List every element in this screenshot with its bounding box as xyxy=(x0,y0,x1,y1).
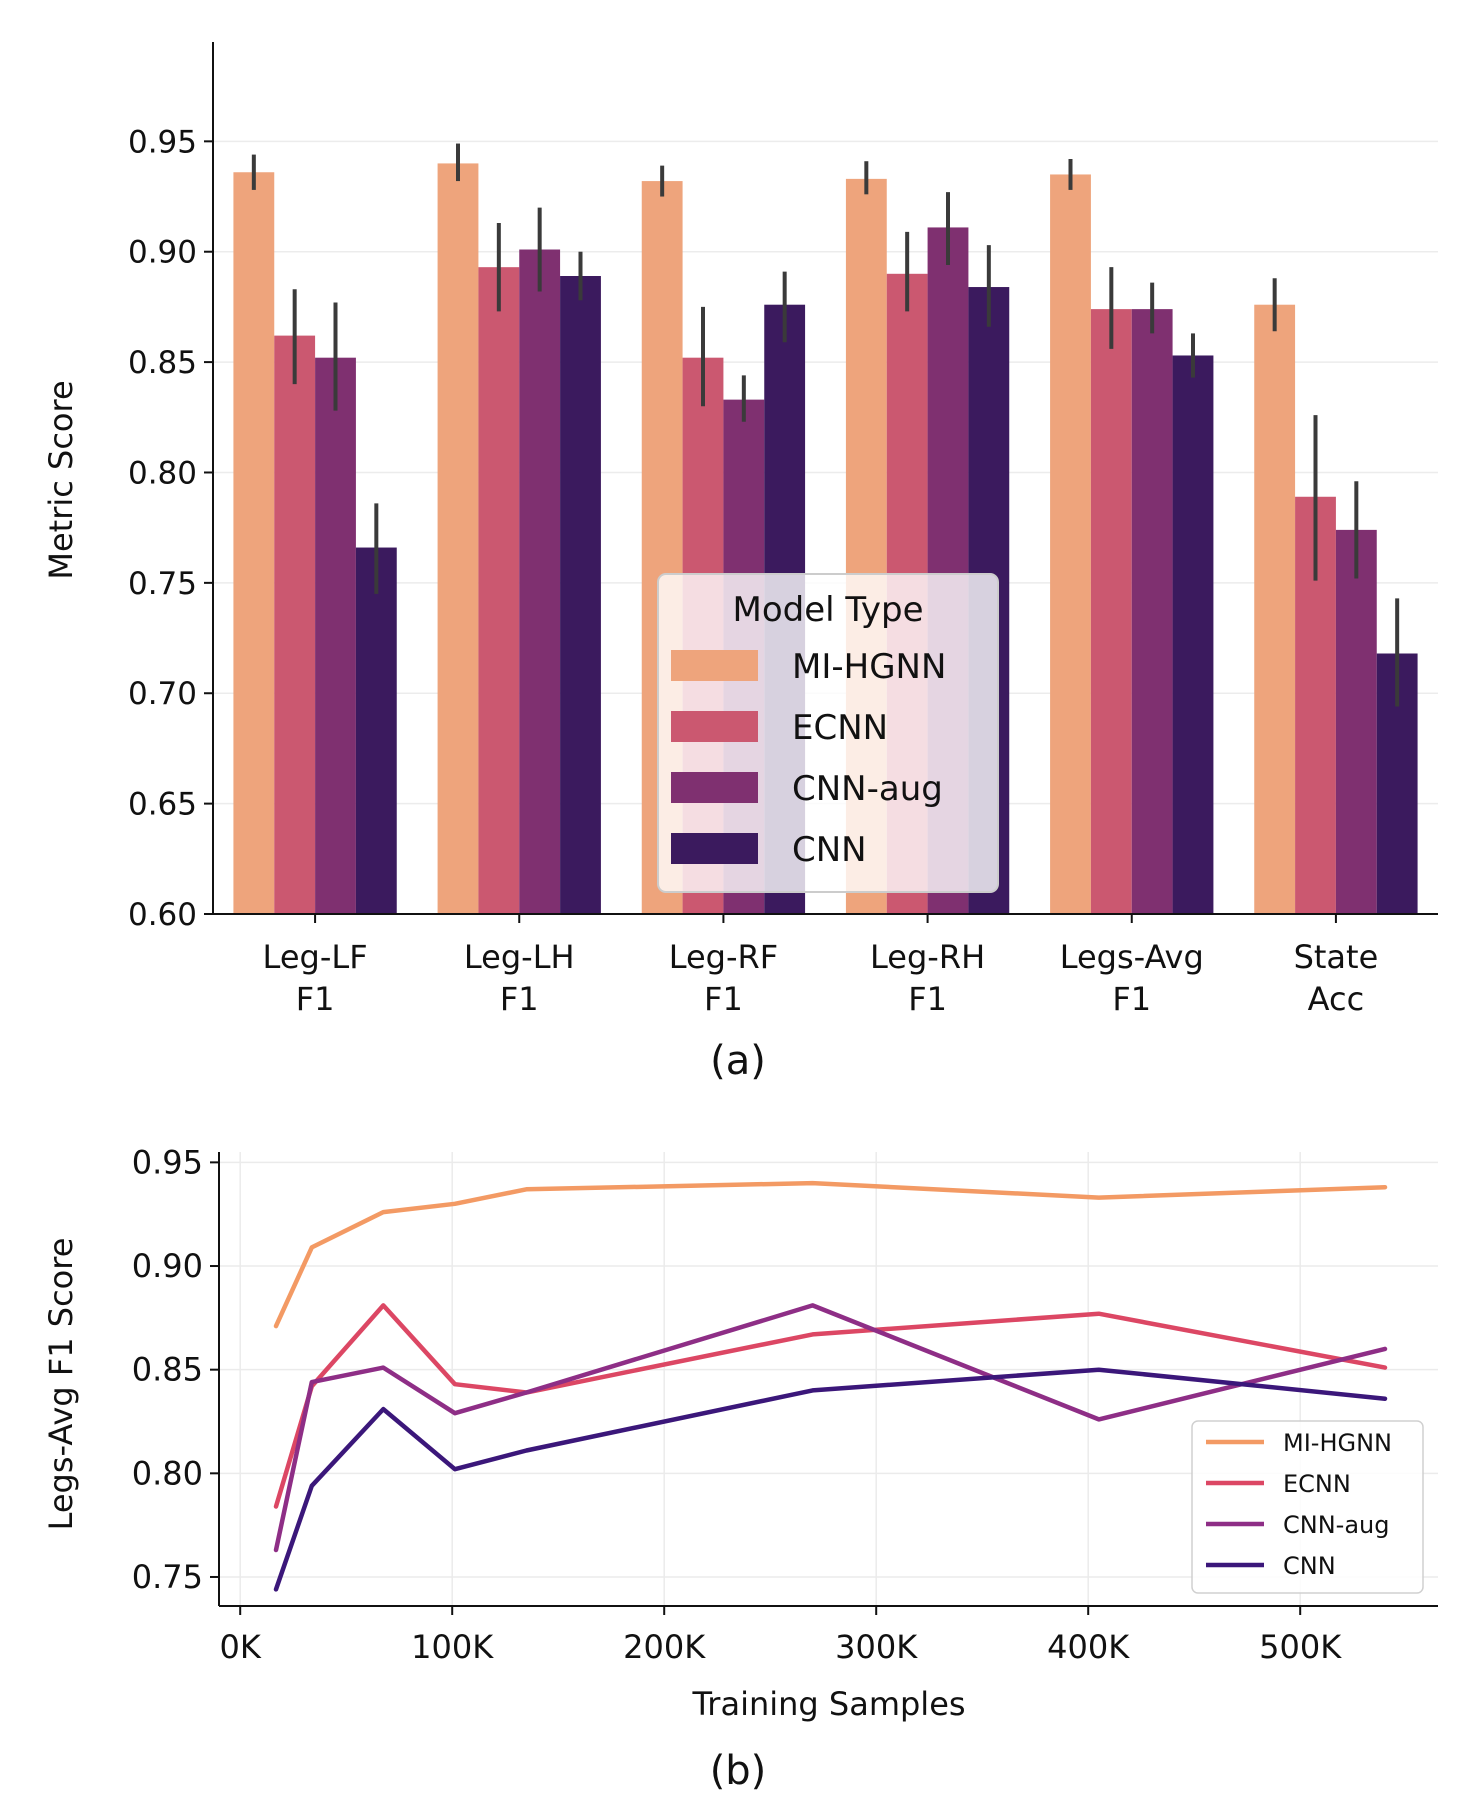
x-tick-label: 300K xyxy=(835,1628,918,1666)
y-tick-label: 0.85 xyxy=(132,1351,203,1389)
x-tick-label: F1 xyxy=(704,980,743,1018)
x-tick-label: 100K xyxy=(411,1628,494,1666)
legend: Model Type MI-HGNN ECNN CNN-aug CNN xyxy=(657,573,999,893)
x-tick-label: F1 xyxy=(1112,980,1151,1018)
x-tick-label: Leg-LF xyxy=(263,938,368,976)
axes xyxy=(204,42,1438,923)
bar-cnn-aug xyxy=(1131,309,1173,914)
y-tick-label: 0.80 xyxy=(132,1454,203,1492)
series-line-cnn-aug xyxy=(273,1303,1388,1553)
bar-cnn-aug xyxy=(519,249,561,915)
error-bars xyxy=(251,143,1400,707)
legend-swatch xyxy=(671,650,758,681)
x-tick-label: Acc xyxy=(1308,980,1365,1018)
x-tick-label: F1 xyxy=(296,980,335,1018)
x-tick-label: F1 xyxy=(500,980,539,1018)
x-tick-label: Leg-RH xyxy=(870,938,985,976)
legend-label: ECNN xyxy=(1283,1470,1351,1498)
legend-label: MI-HGNN xyxy=(792,647,946,687)
y-tick-label: 0.75 xyxy=(132,1558,203,1596)
series-line-ecnn xyxy=(273,1303,1388,1509)
bar-ecnn xyxy=(478,267,520,914)
bar-ecnn xyxy=(1090,309,1132,914)
legend-label: MI-HGNN xyxy=(1283,1429,1392,1457)
x-tick-label: State xyxy=(1294,938,1379,976)
y-axis-label: Legs-Avg F1 Score xyxy=(42,1238,80,1531)
bar-mi-hgnn xyxy=(1254,304,1296,914)
legend: MI-HGNN ECNN CNN-aug CNN xyxy=(1191,1420,1424,1594)
caption-a: (a) xyxy=(710,1038,766,1084)
bar-cnn-aug xyxy=(315,357,356,915)
bar-mi-hgnn xyxy=(233,172,275,914)
legend-label: CNN xyxy=(1283,1552,1336,1580)
bar-cnn xyxy=(560,276,601,914)
caption-b: (b) xyxy=(709,1748,767,1794)
bar-ecnn xyxy=(274,335,316,915)
legend-label: CNN xyxy=(792,830,867,870)
legend-label: CNN-aug xyxy=(792,769,943,809)
y-tick-label: 0.85 xyxy=(128,345,197,381)
y-tick-label: 0.70 xyxy=(128,676,197,712)
y-tick-labels: 0.60 0.65 0.70 0.75 0.80 0.85 0.90 0.95 xyxy=(128,124,197,933)
y-tick-label: 0.75 xyxy=(128,566,197,602)
x-tick-label: 200K xyxy=(623,1628,706,1666)
x-tick-label: F1 xyxy=(908,980,947,1018)
legend-swatch xyxy=(671,711,758,742)
y-axis-label: Metric Score xyxy=(42,380,80,579)
x-tick-label: Leg-LH xyxy=(464,938,575,976)
y-tick-label: 0.95 xyxy=(128,124,197,160)
x-tick-labels: 0K 100K 200K 300K 400K 500K xyxy=(220,1628,1343,1666)
legend-box xyxy=(1191,1420,1424,1594)
x-tick-label: Leg-RF xyxy=(669,938,778,976)
x-tick-label: 500K xyxy=(1259,1628,1342,1666)
line-chart-panel-b: 0.75 0.80 0.85 0.90 0.95 0K 100K 200K 300K 400K 5… xyxy=(42,1143,1438,1723)
x-tick-label: Legs-Avg xyxy=(1060,938,1204,976)
bar-cnn xyxy=(355,547,397,914)
y-tick-label: 0.65 xyxy=(128,787,197,823)
y-tick-label: 0.90 xyxy=(128,235,197,271)
axes xyxy=(210,1152,1438,1615)
legend-label: CNN-aug xyxy=(1283,1511,1389,1539)
bar-cnn xyxy=(1172,355,1214,914)
x-tick-labels: Leg-LF F1 Leg-LH F1 Leg-RF F1 Leg-RH F1 Legs-Avg… xyxy=(263,938,1379,1018)
y-tick-labels: 0.75 0.80 0.85 0.90 0.95 xyxy=(132,1143,203,1596)
y-tick-label: 0.90 xyxy=(132,1247,203,1285)
y-tick-label: 0.95 xyxy=(132,1143,203,1181)
bar-mi-hgnn xyxy=(1050,174,1091,915)
line-series xyxy=(273,1180,1388,1592)
y-tick-label: 0.80 xyxy=(128,455,197,491)
x-axis-label: Training Samples xyxy=(691,1685,965,1723)
legend-title: Model Type xyxy=(733,590,924,630)
bar-chart-panel-a: 0.60 0.65 0.70 0.75 0.80 0.85 0.90 0.95 Leg-LF F… xyxy=(42,42,1438,1018)
x-tick-label: 400K xyxy=(1047,1628,1130,1666)
legend-swatch xyxy=(671,772,758,803)
y-tick-label: 0.60 xyxy=(128,897,197,933)
series-line-mi-hgnn xyxy=(273,1180,1388,1329)
x-tick-label: 0K xyxy=(220,1628,262,1666)
legend-label: ECNN xyxy=(792,708,888,748)
bar-mi-hgnn xyxy=(437,163,479,914)
legend-swatch xyxy=(671,833,758,864)
series-line-cnn xyxy=(273,1367,1388,1592)
bar-cnn-aug xyxy=(1335,529,1377,914)
